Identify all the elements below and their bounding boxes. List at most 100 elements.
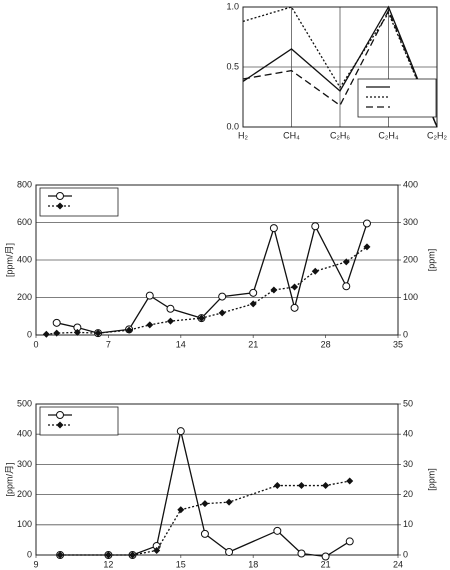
y-tick-label: 0 xyxy=(27,329,32,339)
y2-tick-label: 200 xyxy=(403,254,418,264)
y-tick-label: 300 xyxy=(17,459,32,469)
point xyxy=(94,329,102,337)
x-tick-label: C₂H₆ xyxy=(330,130,350,140)
point xyxy=(342,282,351,291)
x-tick-label: 14 xyxy=(176,339,186,349)
x-tick-label: 21 xyxy=(321,559,331,569)
point xyxy=(290,303,299,312)
legend-box xyxy=(39,187,119,217)
y-axis-label: [ppm/月] xyxy=(4,243,14,277)
point xyxy=(249,300,257,308)
point xyxy=(166,317,174,325)
y-tick-label: 800 xyxy=(17,179,32,189)
point xyxy=(346,477,354,485)
y-tick-label: 1.0 xyxy=(226,1,239,11)
point xyxy=(201,500,209,508)
point xyxy=(362,219,371,228)
point xyxy=(177,506,185,514)
point xyxy=(273,482,281,490)
point xyxy=(297,482,305,490)
point xyxy=(145,291,154,300)
legend-marker xyxy=(56,411,64,419)
y2-axis-label: [ppm] xyxy=(426,249,436,272)
point xyxy=(200,529,209,538)
point xyxy=(270,286,278,294)
point xyxy=(225,498,233,506)
x-tick-label: 28 xyxy=(321,339,331,349)
y-axis-label: [ppm/月] xyxy=(4,462,14,496)
point xyxy=(218,309,226,317)
point xyxy=(146,321,154,329)
y2-tick-label: 0 xyxy=(403,549,408,559)
y-tick-label: 0.5 xyxy=(226,61,239,71)
x-tick-label: 12 xyxy=(103,559,113,569)
y-tick-label: 200 xyxy=(17,292,32,302)
point xyxy=(218,292,227,301)
point xyxy=(166,304,175,313)
point xyxy=(297,549,306,558)
y-tick-label: 500 xyxy=(17,398,32,408)
point xyxy=(269,224,278,233)
x-tick-label: 21 xyxy=(248,339,258,349)
series-line xyxy=(60,480,350,556)
legend-marker xyxy=(56,202,64,210)
point xyxy=(342,258,350,266)
y2-tick-label: 40 xyxy=(403,429,413,439)
legend-box xyxy=(39,406,119,436)
series-line xyxy=(242,9,438,128)
y2-tick-label: 100 xyxy=(403,292,418,302)
y2-tick-label: 300 xyxy=(403,217,418,227)
plot-frame xyxy=(35,184,399,336)
series-line xyxy=(242,5,438,128)
point xyxy=(176,427,185,436)
point xyxy=(363,243,371,251)
x-tick-label: C₂H₂ xyxy=(427,130,447,140)
point xyxy=(311,222,320,231)
y2-tick-label: 0 xyxy=(403,329,408,339)
x-tick-label: H₂ xyxy=(238,130,248,140)
x-tick-label: 0 xyxy=(33,339,38,349)
y-tick-label: 200 xyxy=(17,489,32,499)
series-line xyxy=(56,223,368,334)
point xyxy=(345,537,354,546)
point xyxy=(73,328,81,336)
point xyxy=(153,546,161,554)
legend-marker xyxy=(56,192,64,200)
x-tick-label: CH₄ xyxy=(283,130,300,140)
x-tick-label: 9 xyxy=(33,559,38,569)
y-tick-label: 600 xyxy=(17,217,32,227)
y2-axis-label: [ppm] xyxy=(426,468,436,491)
x-tick-label: 15 xyxy=(176,559,186,569)
x-tick-label: 18 xyxy=(248,559,258,569)
y-tick-label: 0 xyxy=(27,549,32,559)
point xyxy=(197,314,205,322)
y-tick-label: 0.0 xyxy=(226,121,239,131)
y2-tick-label: 10 xyxy=(403,519,413,529)
x-tick-label: 7 xyxy=(106,339,111,349)
legend-box xyxy=(357,78,437,118)
point xyxy=(225,547,234,556)
legend-marker xyxy=(56,421,64,429)
y2-tick-label: 50 xyxy=(403,398,413,408)
point xyxy=(56,551,64,559)
point xyxy=(53,329,61,337)
point xyxy=(42,330,50,338)
x-tick-label: 35 xyxy=(393,339,403,349)
point xyxy=(249,288,258,297)
point xyxy=(273,526,282,535)
y2-tick-label: 400 xyxy=(403,179,418,189)
point xyxy=(311,267,319,275)
point xyxy=(291,283,299,291)
series-line xyxy=(242,6,438,128)
y2-tick-label: 30 xyxy=(403,459,413,469)
point xyxy=(322,482,330,490)
y-tick-label: 100 xyxy=(17,519,32,529)
point xyxy=(129,551,137,559)
point xyxy=(321,552,330,561)
point xyxy=(104,551,112,559)
y-tick-label: 400 xyxy=(17,254,32,264)
x-tick-label: 24 xyxy=(393,559,403,569)
x-tick-label: C₂H₄ xyxy=(378,130,398,140)
point xyxy=(125,326,133,334)
